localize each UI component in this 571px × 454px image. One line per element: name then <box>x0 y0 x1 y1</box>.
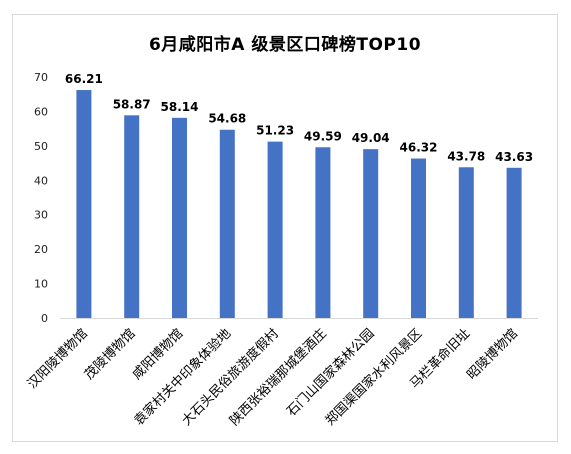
bar <box>76 90 92 318</box>
bar <box>458 167 474 318</box>
bar <box>363 149 379 318</box>
category-label: 昭陵博物馆 <box>464 326 521 383</box>
data-label: 43.63 <box>495 150 533 164</box>
bar <box>267 141 283 318</box>
data-label: 46.32 <box>400 141 438 155</box>
category-label: 石门山国家森林公园 <box>283 326 377 420</box>
category-label: 汉阳陵博物馆 <box>25 326 91 392</box>
bar <box>315 147 331 318</box>
data-label: 66.21 <box>65 72 103 86</box>
category-label: 茂陵博物馆 <box>82 326 139 383</box>
y-tick-label: 30 <box>34 209 48 222</box>
y-tick-label: 50 <box>34 140 48 153</box>
data-label: 54.68 <box>208 112 246 126</box>
chart-title: 6月咸阳市A 级景区口碑榜TOP10 <box>148 35 422 55</box>
data-label: 51.23 <box>256 124 294 138</box>
data-label: 49.04 <box>352 131 390 145</box>
category-label: 袁家村关中印象体验地 <box>131 326 234 429</box>
data-label: 43.78 <box>447 149 485 163</box>
category-label: 郑国渠国家水利风景区 <box>322 326 425 429</box>
y-tick-label: 0 <box>41 312 48 325</box>
bar <box>124 115 140 318</box>
category-label: 大石头民俗旅游度假村 <box>179 326 282 429</box>
bar <box>411 158 426 318</box>
data-label: 58.87 <box>113 97 151 111</box>
bar <box>506 167 522 318</box>
data-label: 58.14 <box>161 100 199 114</box>
bar <box>172 117 187 319</box>
y-tick-label: 10 <box>34 278 48 291</box>
category-label: 陕西张裕瑞那城堡酒庄 <box>226 326 329 429</box>
y-tick-label: 40 <box>34 174 48 187</box>
y-tick-label: 20 <box>34 243 48 256</box>
bar <box>219 129 235 318</box>
data-label: 49.59 <box>304 129 342 143</box>
y-tick-label: 70 <box>34 71 48 84</box>
y-tick-label: 60 <box>34 105 48 118</box>
